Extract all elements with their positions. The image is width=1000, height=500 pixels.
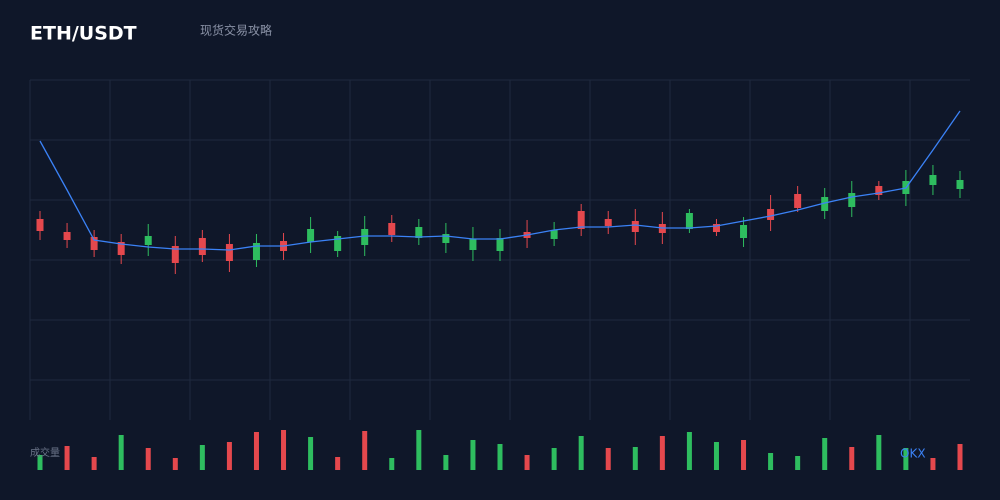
volume-bar xyxy=(118,435,124,470)
candle-body xyxy=(496,238,504,251)
candle-body xyxy=(929,175,937,185)
candle-body xyxy=(171,246,179,263)
candle-body xyxy=(415,227,423,238)
volume-bar xyxy=(497,444,503,470)
candle-body xyxy=(90,237,98,250)
volume-bar xyxy=(686,432,692,470)
candle-body xyxy=(117,242,125,255)
volume-bar xyxy=(795,456,801,470)
volume-bar xyxy=(768,453,774,470)
candle-body xyxy=(63,232,71,240)
candle-body xyxy=(685,213,693,229)
candle-body xyxy=(388,223,396,235)
volume-bar xyxy=(253,432,259,470)
volume-bar xyxy=(551,448,557,470)
candle-body xyxy=(144,236,152,245)
candle-body xyxy=(469,239,477,250)
average-line xyxy=(39,110,961,251)
candle-body xyxy=(604,219,612,226)
volume-bar xyxy=(335,457,341,470)
volume-bar xyxy=(903,448,909,470)
candle-body xyxy=(550,230,558,239)
candle-body xyxy=(577,211,585,229)
volume-bar xyxy=(876,435,882,470)
watermark: OKX xyxy=(900,447,926,461)
candle-body xyxy=(442,234,450,243)
subtitle[interactable]: 现货交易攻略 xyxy=(200,23,272,38)
volume-bar xyxy=(524,455,530,470)
volume-bar xyxy=(172,458,178,470)
volume-bar xyxy=(389,458,395,470)
volume-bar xyxy=(578,436,584,470)
volume-bar xyxy=(199,445,205,470)
candle-body xyxy=(36,219,44,231)
volume-bar xyxy=(64,446,70,470)
volume-bar xyxy=(37,455,43,470)
vertical-grid xyxy=(29,80,911,420)
volume-bar xyxy=(226,442,232,470)
candle-body xyxy=(848,193,856,207)
volume-bar xyxy=(145,448,151,470)
volume-bar xyxy=(91,457,97,470)
volume-bar xyxy=(443,455,449,470)
volume-bar xyxy=(741,440,747,470)
candle-body xyxy=(794,194,802,208)
volume-bar xyxy=(416,430,422,470)
volume-bar xyxy=(849,447,855,470)
volume-bar xyxy=(930,458,936,470)
candle-body xyxy=(767,209,775,220)
candle-body xyxy=(225,244,233,261)
volume-bar xyxy=(713,442,719,470)
candle-body xyxy=(712,224,720,232)
volume-bar xyxy=(605,448,611,470)
volume-bar xyxy=(470,440,476,470)
candle-body xyxy=(821,197,829,211)
candle-body xyxy=(740,225,748,238)
volume-bar xyxy=(632,447,638,470)
pair-title: ETH/USDT xyxy=(30,23,137,45)
volume-bar xyxy=(362,431,368,470)
volume-bar xyxy=(822,438,828,470)
candle-body xyxy=(875,186,883,195)
candle-body xyxy=(198,238,206,255)
candle-body xyxy=(956,180,964,189)
candle-body xyxy=(307,229,315,242)
candle-body xyxy=(252,243,260,260)
volume-bar xyxy=(659,436,665,470)
volume-label: 成交量 xyxy=(30,446,60,459)
candle-body xyxy=(361,229,369,245)
candle-body xyxy=(334,236,342,251)
candle-body xyxy=(631,221,639,232)
volume-bar xyxy=(281,430,287,470)
volume-bar xyxy=(957,444,963,470)
volume-bar xyxy=(308,437,314,470)
